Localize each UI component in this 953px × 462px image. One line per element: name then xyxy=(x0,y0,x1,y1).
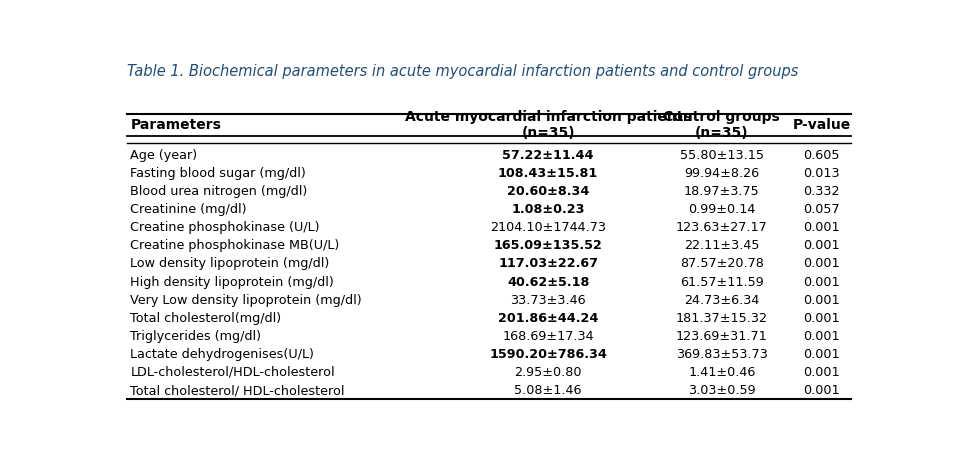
Text: 24.73±6.34: 24.73±6.34 xyxy=(683,294,759,307)
Text: 123.63±27.17: 123.63±27.17 xyxy=(676,221,767,234)
Text: 117.03±22.67: 117.03±22.67 xyxy=(497,257,598,270)
Text: 2104.10±1744.73: 2104.10±1744.73 xyxy=(490,221,605,234)
Text: 0.057: 0.057 xyxy=(802,203,839,216)
Text: 369.83±53.73: 369.83±53.73 xyxy=(675,348,767,361)
Text: 0.001: 0.001 xyxy=(802,384,839,397)
Text: Total cholesterol(mg/dl): Total cholesterol(mg/dl) xyxy=(131,312,281,325)
Text: 0.332: 0.332 xyxy=(802,185,839,198)
Text: 0.013: 0.013 xyxy=(802,167,839,180)
Text: 123.69±31.71: 123.69±31.71 xyxy=(676,330,767,343)
Text: 0.001: 0.001 xyxy=(802,366,839,379)
Text: 181.37±15.32: 181.37±15.32 xyxy=(675,312,767,325)
Text: Lactate dehydrogenises(U/L): Lactate dehydrogenises(U/L) xyxy=(131,348,314,361)
Text: Parameters: Parameters xyxy=(131,118,221,132)
Text: 1.08±0.23: 1.08±0.23 xyxy=(511,203,584,216)
Text: Creatine phosphokinase (U/L): Creatine phosphokinase (U/L) xyxy=(131,221,319,234)
Text: Triglycerides (mg/dl): Triglycerides (mg/dl) xyxy=(131,330,261,343)
Text: Blood urea nitrogen (mg/dl): Blood urea nitrogen (mg/dl) xyxy=(131,185,307,198)
Text: 2.95±0.80: 2.95±0.80 xyxy=(514,366,581,379)
Text: 40.62±5.18: 40.62±5.18 xyxy=(506,275,589,288)
Text: 168.69±17.34: 168.69±17.34 xyxy=(501,330,594,343)
Text: Total cholesterol/ HDL-cholesterol: Total cholesterol/ HDL-cholesterol xyxy=(131,384,344,397)
Text: 201.86±44.24: 201.86±44.24 xyxy=(497,312,598,325)
Text: 18.97±3.75: 18.97±3.75 xyxy=(683,185,759,198)
Text: 0.001: 0.001 xyxy=(802,257,839,270)
Text: 0.001: 0.001 xyxy=(802,275,839,288)
Text: 1590.20±786.34: 1590.20±786.34 xyxy=(489,348,606,361)
Text: 0.99±0.14: 0.99±0.14 xyxy=(687,203,755,216)
Text: 1.41±0.46: 1.41±0.46 xyxy=(687,366,755,379)
Text: 57.22±11.44: 57.22±11.44 xyxy=(502,149,593,162)
Text: Control groups
(n=35): Control groups (n=35) xyxy=(662,110,780,140)
Text: 5.08±1.46: 5.08±1.46 xyxy=(514,384,581,397)
Text: 0.605: 0.605 xyxy=(802,149,839,162)
Text: 108.43±15.81: 108.43±15.81 xyxy=(497,167,598,180)
Text: Age (year): Age (year) xyxy=(131,149,197,162)
Text: Fasting blood sugar (mg/dl): Fasting blood sugar (mg/dl) xyxy=(131,167,306,180)
Text: Creatinine (mg/dl): Creatinine (mg/dl) xyxy=(131,203,247,216)
Text: High density lipoprotein (mg/dl): High density lipoprotein (mg/dl) xyxy=(131,275,334,288)
Text: 99.94±8.26: 99.94±8.26 xyxy=(683,167,759,180)
Text: 20.60±8.34: 20.60±8.34 xyxy=(506,185,589,198)
Text: 3.03±0.59: 3.03±0.59 xyxy=(687,384,755,397)
Text: Acute myocardial infarction patients
(n=35): Acute myocardial infarction patients (n=… xyxy=(404,110,691,140)
Text: Creatine phosphokinase MB(U/L): Creatine phosphokinase MB(U/L) xyxy=(131,239,339,252)
Text: 61.57±11.59: 61.57±11.59 xyxy=(679,275,763,288)
Text: 0.001: 0.001 xyxy=(802,312,839,325)
Text: 0.001: 0.001 xyxy=(802,330,839,343)
Text: Very Low density lipoprotein (mg/dl): Very Low density lipoprotein (mg/dl) xyxy=(131,294,361,307)
Text: 0.001: 0.001 xyxy=(802,348,839,361)
Text: 0.001: 0.001 xyxy=(802,294,839,307)
Text: 55.80±13.15: 55.80±13.15 xyxy=(679,149,763,162)
Text: 0.001: 0.001 xyxy=(802,221,839,234)
Text: 22.11±3.45: 22.11±3.45 xyxy=(683,239,759,252)
Text: 87.57±20.78: 87.57±20.78 xyxy=(679,257,763,270)
Text: 33.73±3.46: 33.73±3.46 xyxy=(510,294,585,307)
Text: Low density lipoprotein (mg/dl): Low density lipoprotein (mg/dl) xyxy=(131,257,329,270)
Text: LDL-cholesterol/HDL-cholesterol: LDL-cholesterol/HDL-cholesterol xyxy=(131,366,335,379)
Text: 165.09±135.52: 165.09±135.52 xyxy=(493,239,602,252)
Text: Table 1. Biochemical parameters in acute myocardial infarction patients and cont: Table 1. Biochemical parameters in acute… xyxy=(127,64,797,79)
Text: 0.001: 0.001 xyxy=(802,239,839,252)
Text: P-value: P-value xyxy=(792,118,850,132)
